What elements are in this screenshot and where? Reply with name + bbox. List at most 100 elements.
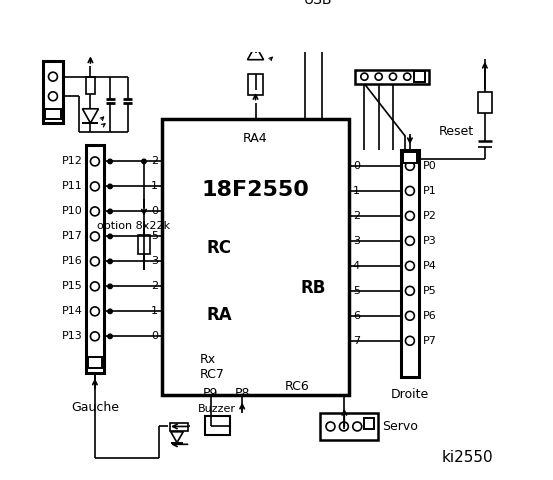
Circle shape	[405, 312, 414, 320]
Circle shape	[91, 332, 100, 341]
Circle shape	[142, 159, 146, 164]
Text: P8: P8	[234, 387, 250, 400]
Bar	[248, 13, 263, 29]
Text: Reset: Reset	[439, 125, 474, 138]
Circle shape	[108, 284, 112, 288]
Bar	[403, 152, 417, 163]
Circle shape	[404, 73, 411, 80]
Circle shape	[108, 334, 112, 338]
Bar	[320, 413, 378, 440]
Text: P5: P5	[422, 286, 436, 296]
Text: 7: 7	[353, 336, 360, 346]
Circle shape	[91, 232, 100, 241]
Text: Servo: Servo	[382, 420, 418, 433]
Bar	[401, 150, 419, 377]
Text: P7: P7	[422, 336, 436, 346]
Text: 5: 5	[152, 231, 158, 241]
Bar	[291, 0, 345, 17]
Circle shape	[353, 422, 362, 431]
Circle shape	[405, 336, 414, 345]
Text: 2: 2	[151, 156, 158, 167]
Circle shape	[91, 307, 100, 316]
Bar	[162, 119, 349, 395]
Text: 0: 0	[353, 161, 360, 171]
Text: 1: 1	[152, 181, 158, 192]
Bar	[356, 70, 429, 84]
Text: 1: 1	[353, 186, 360, 196]
Text: 4: 4	[353, 261, 360, 271]
Circle shape	[108, 309, 112, 313]
Bar	[86, 77, 95, 95]
Circle shape	[49, 72, 58, 81]
Circle shape	[91, 282, 100, 291]
Bar	[138, 235, 150, 254]
Bar	[86, 145, 104, 373]
Text: Droite: Droite	[391, 388, 429, 401]
Text: 6: 6	[353, 311, 360, 321]
Text: P13: P13	[61, 331, 82, 341]
Text: P0: P0	[422, 161, 436, 171]
Text: P2: P2	[422, 211, 436, 221]
Text: option 8x22k: option 8x22k	[97, 221, 170, 231]
Text: P17: P17	[61, 231, 82, 241]
Circle shape	[91, 257, 100, 266]
Bar	[363, 419, 374, 429]
Bar	[205, 416, 229, 435]
Circle shape	[326, 422, 335, 431]
Text: P12: P12	[61, 156, 82, 167]
Circle shape	[91, 157, 100, 166]
Circle shape	[405, 236, 414, 245]
Text: Buzzer: Buzzer	[198, 404, 236, 414]
Text: P9: P9	[203, 387, 218, 400]
Text: 0: 0	[152, 206, 158, 216]
Circle shape	[405, 186, 414, 195]
Circle shape	[405, 211, 414, 220]
Circle shape	[108, 209, 112, 214]
Circle shape	[405, 262, 414, 270]
Text: RC6: RC6	[285, 380, 310, 393]
Text: 1: 1	[152, 306, 158, 316]
Text: RA: RA	[206, 306, 232, 324]
Text: 2: 2	[353, 211, 360, 221]
Text: P11: P11	[61, 181, 82, 192]
Circle shape	[405, 161, 414, 170]
Text: P16: P16	[61, 256, 82, 266]
Bar	[414, 72, 425, 82]
Circle shape	[108, 234, 112, 239]
Circle shape	[340, 422, 348, 431]
Text: RC: RC	[206, 239, 232, 257]
Bar	[248, 74, 263, 96]
Text: RC7: RC7	[199, 368, 224, 381]
Text: P1: P1	[422, 186, 436, 196]
Bar	[170, 423, 187, 431]
Circle shape	[91, 207, 100, 216]
Circle shape	[108, 259, 112, 264]
Text: P3: P3	[422, 236, 436, 246]
Text: P14: P14	[61, 306, 82, 316]
Text: 18F2550: 18F2550	[202, 180, 310, 200]
Bar	[478, 92, 492, 113]
Text: 2: 2	[151, 281, 158, 291]
Text: ki2550: ki2550	[441, 450, 493, 465]
Text: RA4: RA4	[243, 132, 268, 145]
Text: P10: P10	[61, 206, 82, 216]
Text: 3: 3	[353, 236, 360, 246]
Circle shape	[108, 159, 112, 164]
Text: USB: USB	[304, 0, 332, 7]
Text: 3: 3	[152, 256, 158, 266]
Circle shape	[91, 182, 100, 191]
Text: 0: 0	[152, 331, 158, 341]
Text: RB: RB	[300, 279, 326, 297]
Bar	[45, 109, 61, 120]
Circle shape	[361, 73, 368, 80]
Circle shape	[108, 184, 112, 189]
Text: P6: P6	[422, 311, 436, 321]
Bar	[43, 60, 63, 123]
Circle shape	[49, 92, 58, 101]
Circle shape	[405, 287, 414, 295]
Bar	[88, 357, 102, 369]
Circle shape	[389, 73, 397, 80]
Text: Rx: Rx	[199, 353, 216, 366]
Text: P15: P15	[61, 281, 82, 291]
Circle shape	[375, 73, 382, 80]
